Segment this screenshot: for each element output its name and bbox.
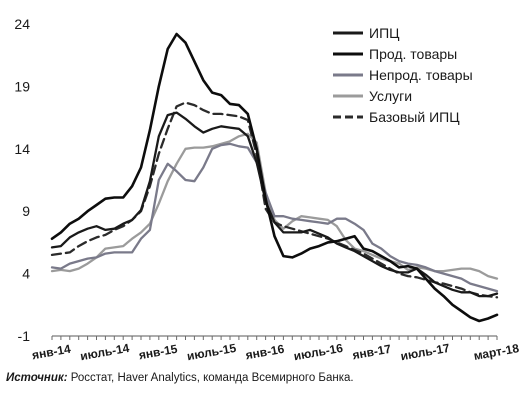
y-tick-label: 14: [14, 141, 30, 157]
x-tick-label: янв-16: [244, 342, 285, 363]
legend-label: Прод. товары: [369, 46, 457, 62]
x-tick-label: июль-17: [399, 341, 451, 363]
y-tick-label: 19: [14, 78, 30, 94]
source-note: Источник: Росстат, Haver Analytics, кома…: [6, 372, 354, 384]
x-axis-minor-ticks: [51, 336, 498, 340]
x-tick-label: янв-14: [31, 342, 72, 363]
y-tick-label: 4: [22, 266, 30, 282]
x-axis-tick-labels: янв-14 июль-14 янв-15 июль-15 янв-16 июль-16 я…: [31, 341, 520, 363]
series-lines: [50, 32, 499, 323]
x-tick-label: янв-15: [138, 342, 179, 363]
legend-label: ИПЦ: [369, 25, 400, 41]
x-tick-label: июль-16: [293, 341, 345, 363]
y-tick-label: 9: [22, 203, 30, 219]
x-tick-label: март-18: [473, 341, 521, 363]
source-text: Росстат, Haver Analytics, команда Всемир…: [67, 372, 354, 384]
legend-label: Услуги: [369, 88, 412, 104]
x-tick-label: июль-14: [79, 341, 131, 363]
y-axis-tick-labels: -1 4 9 14 19 24: [14, 16, 30, 344]
source-label: Источник:: [6, 372, 68, 384]
y-tick-label: 24: [14, 16, 30, 32]
x-axis: [51, 335, 498, 340]
series-line-2: [50, 142, 499, 293]
series-line-0: [50, 111, 499, 298]
x-tick-label: июль-15: [186, 341, 238, 363]
x-tick-label: янв-17: [351, 342, 392, 363]
legend-label: Базовый ИПЦ: [369, 109, 460, 125]
series-line-1: [50, 32, 499, 323]
y-tick-label: -1: [18, 328, 31, 344]
series-line-3: [50, 132, 499, 280]
chart-legend: ИПЦ Прод. товары Непрод. товары Услуги Базов…: [333, 25, 473, 125]
legend-label: Непрод. товары: [369, 67, 473, 83]
